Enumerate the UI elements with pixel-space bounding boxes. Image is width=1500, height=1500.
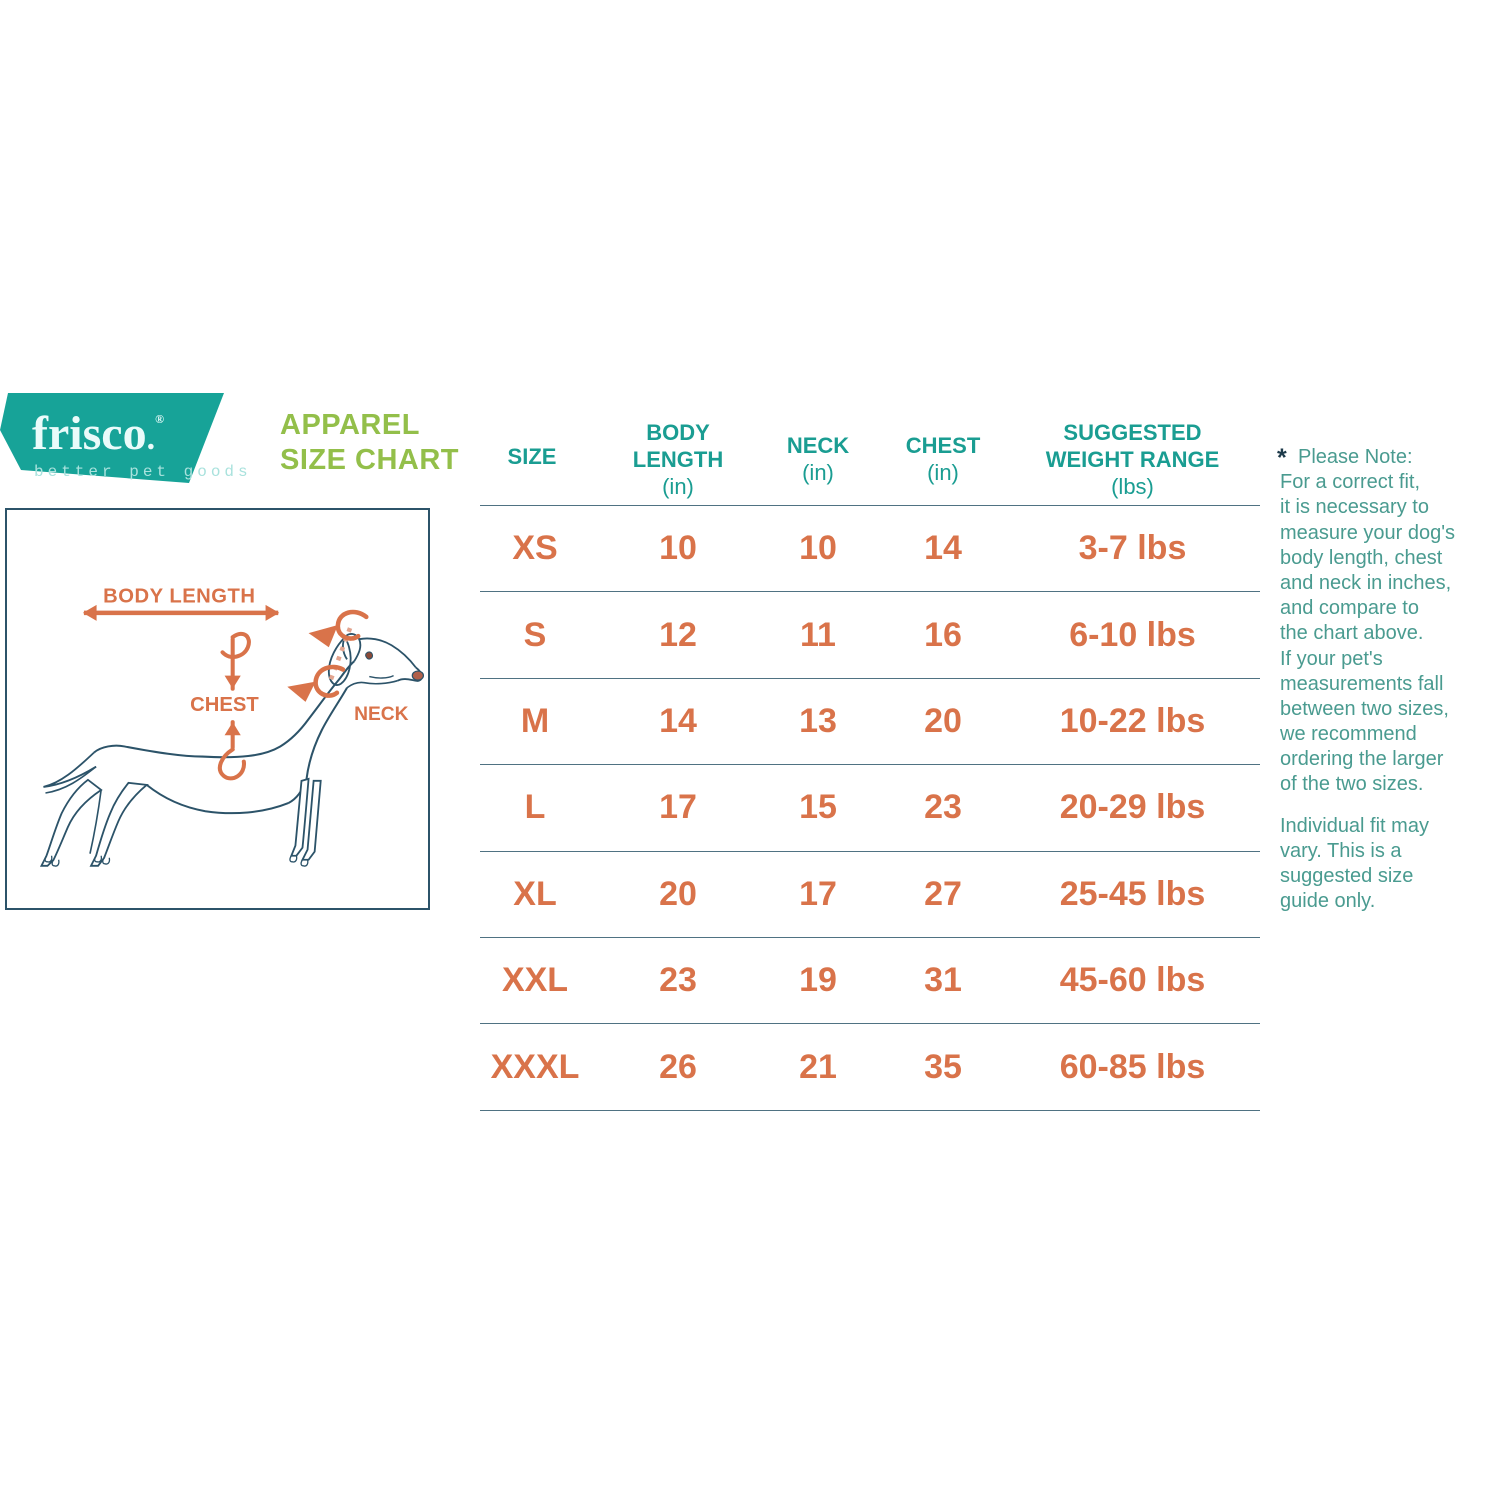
svg-text:BODY LENGTH: BODY LENGTH — [103, 586, 255, 608]
svg-text:NECK: NECK — [354, 704, 409, 725]
svg-text:CHEST: CHEST — [190, 694, 259, 716]
